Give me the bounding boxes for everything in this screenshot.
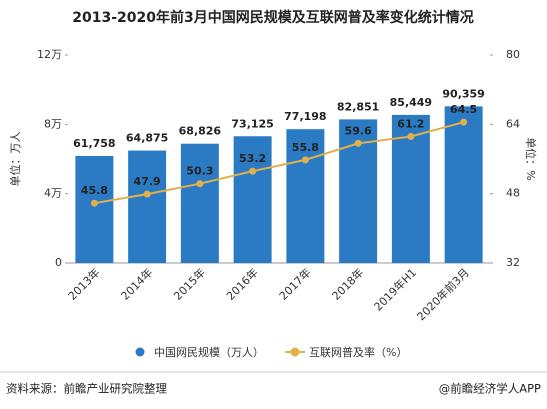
line-value-label: 53.2 (239, 152, 266, 165)
legend-label: 互联网普及率（%） (309, 345, 407, 359)
bar (444, 106, 483, 263)
line-point (196, 180, 204, 188)
bar-value-label: 85,449 (390, 96, 432, 109)
line-point (301, 156, 309, 164)
y-tick-label: 0 (55, 256, 62, 269)
line-point (90, 199, 98, 207)
line-point (407, 132, 415, 140)
y2-axis-title: 单位：% (524, 137, 538, 180)
y2-tick-label: 48 (506, 187, 520, 200)
x-tick-label: 2017年 (276, 265, 313, 302)
line-value-label: 50.3 (186, 165, 213, 178)
source: 资料来源：前瞻产业研究院整理 (6, 382, 167, 396)
line-value-label: 45.8 (81, 184, 108, 197)
line-value-label: 55.8 (292, 141, 319, 154)
legend-marker (290, 347, 300, 357)
bar (233, 136, 272, 263)
x-tick-label: 2013年 (65, 265, 102, 302)
bar-value-label: 77,198 (284, 110, 326, 123)
line-value-label: 59.6 (345, 124, 372, 137)
y-axis-title: 单位：万人 (8, 132, 22, 187)
legend-label: 中国网民规模（万人） (154, 345, 264, 359)
bar-value-label: 82,851 (337, 100, 379, 113)
x-tick-label: 2020年前3月 (414, 265, 472, 323)
bar-value-label: 68,826 (179, 125, 222, 138)
bar-value-label: 73,125 (231, 117, 273, 130)
line-point (354, 139, 362, 147)
bar (180, 143, 219, 263)
line-value-label: 61.2 (397, 117, 424, 130)
x-tick-label: 2015年 (171, 265, 208, 302)
line-point (460, 118, 468, 126)
y-tick-label: 12万 (37, 48, 62, 61)
y2-tick-label: 64 (506, 117, 520, 130)
y2-tick-label: 80 (506, 48, 520, 61)
bar-value-label: 90,359 (442, 87, 484, 100)
y-tick-label: 8万 (44, 117, 62, 130)
line-point (249, 167, 257, 175)
bar (128, 150, 167, 263)
line (94, 121, 464, 205)
x-tick-label: 2016年 (223, 265, 260, 302)
line-value-label: 64.5 (450, 103, 477, 116)
brand: @前瞻经济学人APP (439, 382, 541, 396)
bar (75, 155, 114, 263)
bar-value-label: 64,875 (126, 132, 168, 145)
x-tick-label: 2019年H1 (371, 265, 419, 313)
line-value-label: 47.9 (134, 175, 161, 188)
y2-tick-label: 32 (506, 256, 520, 269)
x-tick-label: 2018年 (329, 265, 366, 302)
chart-title: 2013-2020年前3月中国网民规模及互联网普及率变化统计情况 (72, 9, 473, 26)
y-tick-label: 4万 (44, 187, 62, 200)
line-point (143, 190, 151, 198)
legend-marker (135, 347, 145, 357)
bar-value-label: 61,758 (73, 137, 115, 150)
bar (286, 129, 325, 263)
x-tick-label: 2014年 (118, 265, 155, 302)
